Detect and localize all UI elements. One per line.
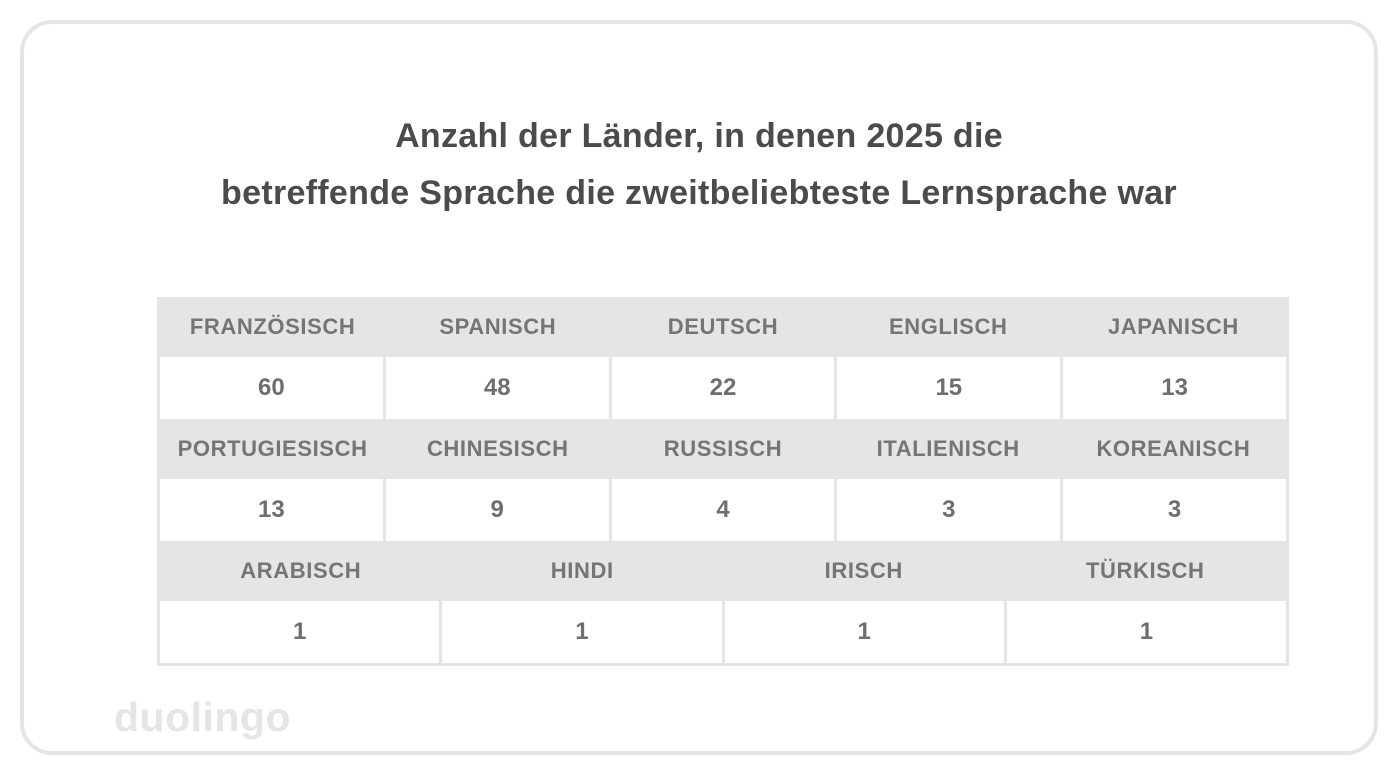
infographic-card: Anzahl der Länder, in denen 2025 die bet…	[20, 20, 1378, 755]
value-cell-irisch: 1	[724, 601, 1004, 663]
value-cell-arabisch: 1	[160, 601, 440, 663]
value-cell-deutsch: 22	[611, 357, 835, 419]
header-row-2: PORTUGIESISCH CHINESISCH RUSSISCH ITALIE…	[160, 419, 1286, 479]
language-header-chinesisch: CHINESISCH	[426, 436, 569, 461]
value-cell-franzoesisch: 60	[160, 357, 383, 419]
language-header-koreanisch: KOREANISCH	[1096, 436, 1251, 461]
language-header-japanisch: JAPANISCH	[1107, 314, 1239, 339]
language-header-englisch: ENGLISCH	[888, 314, 1008, 339]
value-cell-portugiesisch: 13	[160, 479, 383, 541]
value-cell-russisch: 4	[611, 479, 835, 541]
value-cell-japanisch: 13	[1063, 357, 1286, 419]
value-row-1: 60 48 22 15 13	[160, 357, 1286, 419]
language-header-russisch: RUSSISCH	[663, 436, 783, 461]
language-header-irisch: IRISCH	[824, 558, 903, 583]
header-row-1: FRANZÖSISCH SPANISCH DEUTSCH ENGLISCH JA…	[160, 297, 1286, 357]
value-cell-spanisch: 48	[385, 357, 609, 419]
duolingo-logo: duolingo	[114, 694, 292, 740]
language-header-hindi: HINDI	[550, 558, 614, 583]
value-row-2: 13 9 4 3 3	[160, 479, 1286, 541]
value-cell-chinesisch: 9	[385, 479, 609, 541]
language-header-italienisch: ITALIENISCH	[876, 436, 1020, 461]
chart-title-line2: betreffende Sprache die zweitbeliebteste…	[221, 174, 1177, 212]
value-row-3: 1 1 1 1	[160, 601, 1286, 663]
language-header-spanisch: SPANISCH	[439, 314, 557, 339]
language-header-portugiesisch: PORTUGIESISCH	[177, 436, 368, 461]
language-header-deutsch: DEUTSCH	[667, 314, 779, 339]
value-cell-koreanisch: 3	[1063, 479, 1286, 541]
chart-title: Anzahl der Länder, in denen 2025 die bet…	[24, 108, 1374, 222]
language-header-arabisch: ARABISCH	[240, 558, 362, 583]
language-header-tuerkisch: TÜRKISCH	[1086, 558, 1205, 583]
value-cell-tuerkisch: 1	[1006, 601, 1286, 663]
value-cell-italienisch: 3	[837, 479, 1061, 541]
value-cell-hindi: 1	[442, 601, 722, 663]
value-cell-englisch: 15	[837, 357, 1061, 419]
chart-title-line1: Anzahl der Länder, in denen 2025 die	[395, 117, 1003, 155]
header-row-3: ARABISCH HINDI IRISCH TÜRKISCH	[160, 541, 1286, 601]
language-table: FRANZÖSISCH SPANISCH DEUTSCH ENGLISCH JA…	[157, 297, 1289, 666]
language-header-franzoesisch: FRANZÖSISCH	[189, 314, 356, 339]
